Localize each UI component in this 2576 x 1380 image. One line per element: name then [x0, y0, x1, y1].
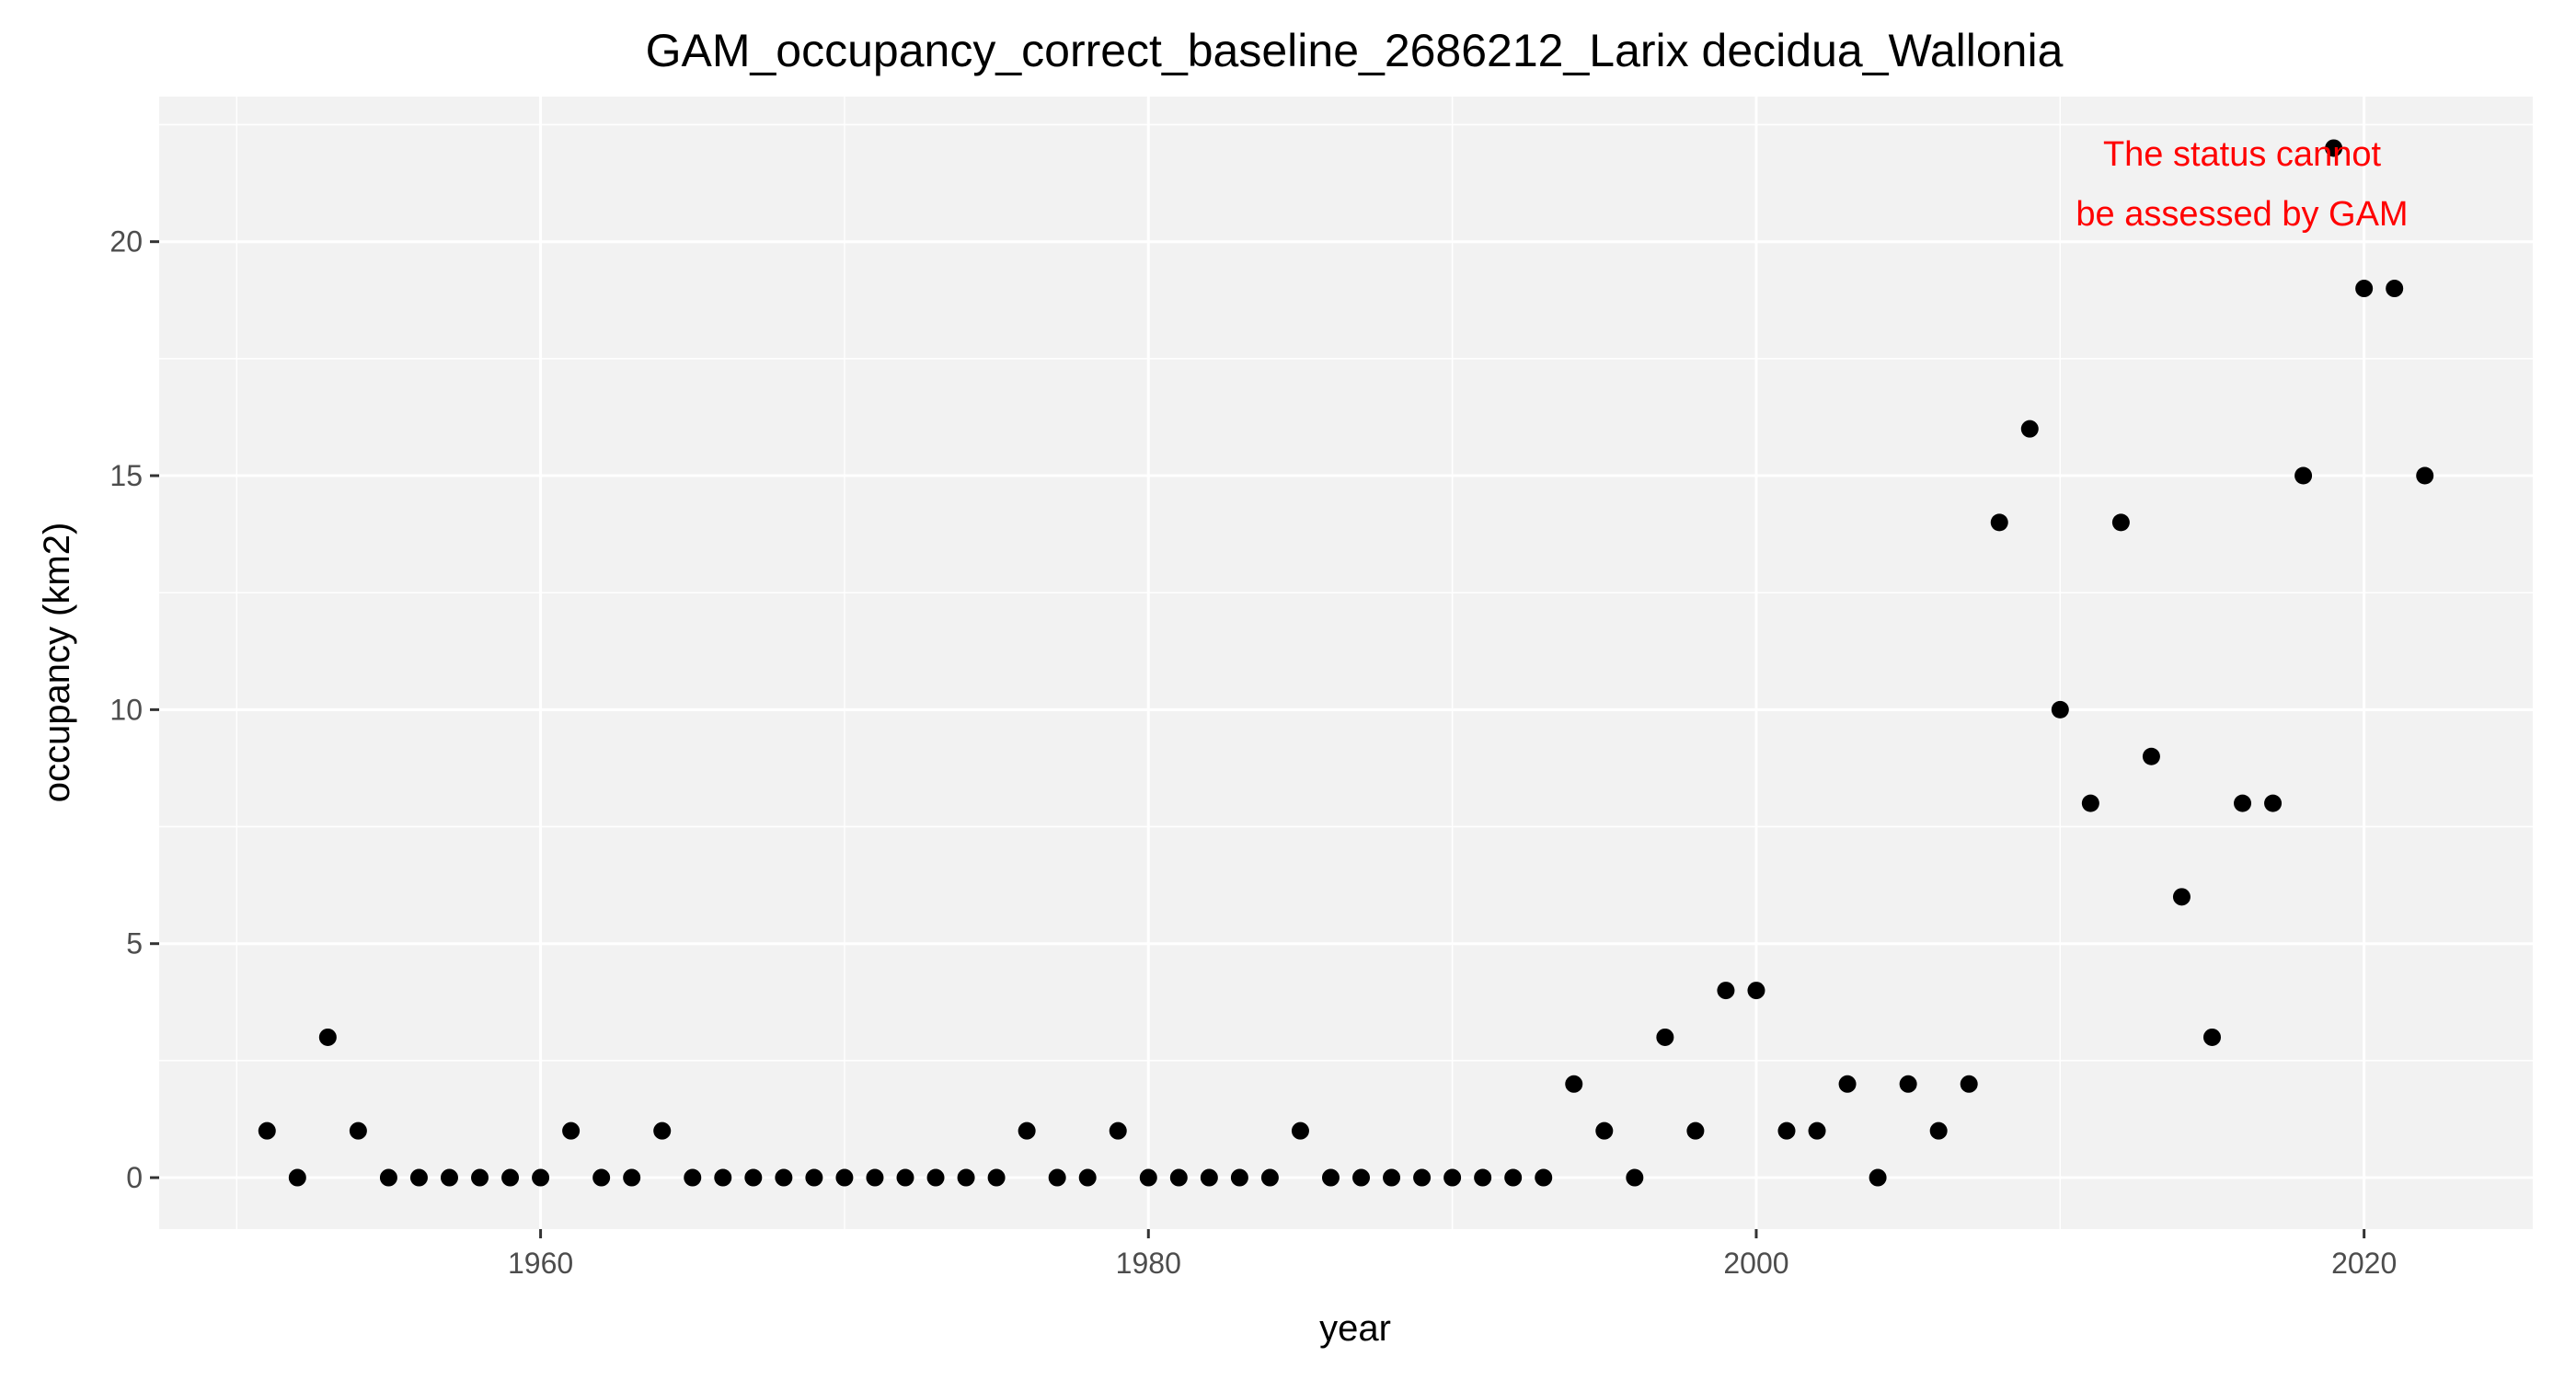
- data-point: [2386, 280, 2404, 298]
- data-point: [1686, 1121, 1705, 1140]
- data-point: [258, 1121, 276, 1140]
- data-point: [926, 1168, 945, 1187]
- data-point: [1230, 1168, 1248, 1187]
- data-point: [2234, 794, 2252, 812]
- y-tick-label: 0: [126, 1161, 143, 1194]
- grid-minor: [159, 97, 2533, 1229]
- data-point: [592, 1168, 611, 1187]
- data-point: [1048, 1168, 1066, 1187]
- data-point: [2355, 280, 2374, 298]
- data-point: [653, 1121, 672, 1140]
- data-point: [2142, 747, 2160, 765]
- data-point: [1717, 982, 1735, 1000]
- data-point: [1960, 1075, 1978, 1093]
- data-point: [1139, 1168, 1157, 1187]
- data-point: [1808, 1121, 1826, 1140]
- data-point: [1383, 1168, 1401, 1187]
- y-tick-label: 10: [109, 693, 143, 726]
- data-point: [532, 1168, 550, 1187]
- y-tick-label: 15: [109, 459, 143, 492]
- y-axis-title: occupancy (km2): [37, 523, 77, 803]
- data-point: [805, 1168, 823, 1187]
- plot-panel: [159, 97, 2533, 1229]
- data-point: [2111, 513, 2130, 532]
- data-point: [2325, 139, 2343, 157]
- x-tick-label: 2000: [1723, 1247, 1788, 1280]
- data-point: [775, 1168, 793, 1187]
- y-tick-label: 5: [126, 927, 143, 960]
- data-point: [562, 1121, 581, 1140]
- data-point: [349, 1121, 367, 1140]
- data-point: [2172, 888, 2191, 906]
- data-point: [1018, 1121, 1036, 1140]
- data-point: [2264, 794, 2283, 812]
- data-point: [1109, 1121, 1127, 1140]
- data-point: [835, 1168, 854, 1187]
- data-point: [1443, 1168, 1462, 1187]
- data-point: [2051, 700, 2069, 719]
- data-point: [1474, 1168, 1492, 1187]
- data-point: [2416, 466, 2434, 485]
- data-point: [2202, 1028, 2221, 1046]
- axis-ticks: [150, 240, 2366, 1238]
- data-point: [1838, 1075, 1857, 1093]
- x-tick-label: 2020: [2331, 1247, 2397, 1280]
- data-point: [1626, 1168, 1644, 1187]
- data-point: [1535, 1168, 1553, 1187]
- data-point: [684, 1168, 702, 1187]
- data-point: [1656, 1028, 1674, 1046]
- data-point: [714, 1168, 732, 1187]
- data-point: [1929, 1121, 1948, 1140]
- chart-title: GAM_occupancy_correct_baseline_2686212_L…: [646, 25, 2064, 76]
- data-point: [2081, 794, 2099, 812]
- data-point: [744, 1168, 763, 1187]
- data-point: [1777, 1121, 1796, 1140]
- data-point: [1291, 1121, 1309, 1140]
- data-point: [1990, 513, 2008, 532]
- x-tick-label: 1980: [1116, 1247, 1181, 1280]
- data-point: [866, 1168, 884, 1187]
- data-point: [2020, 420, 2039, 438]
- annotation-line: be assessed by GAM: [2076, 195, 2408, 234]
- data-point: [896, 1168, 914, 1187]
- data-point: [1352, 1168, 1371, 1187]
- data-point: [409, 1168, 428, 1187]
- data-point: [1869, 1168, 1887, 1187]
- y-tick-label: 20: [109, 225, 143, 259]
- data-point: [1078, 1168, 1097, 1187]
- data-point: [1169, 1168, 1188, 1187]
- data-point: [318, 1028, 337, 1046]
- data-point: [501, 1168, 520, 1187]
- data-point: [1260, 1168, 1279, 1187]
- data-point: [379, 1168, 397, 1187]
- data-point: [623, 1168, 641, 1187]
- grid-major: [159, 97, 2533, 1229]
- data-point: [957, 1168, 975, 1187]
- data-point: [1200, 1168, 1218, 1187]
- data-point: [1899, 1075, 1917, 1093]
- data-point: [1747, 982, 1765, 1000]
- data-point: [987, 1168, 1006, 1187]
- data-point: [2294, 466, 2313, 485]
- x-tick-label: 1960: [508, 1247, 573, 1280]
- status-annotation: The status cannot be assessed by GAM: [2076, 135, 2408, 234]
- data-point: [1413, 1168, 1432, 1187]
- data-points: [258, 139, 2434, 1187]
- x-axis-title: year: [1319, 1308, 1391, 1349]
- data-point: [440, 1168, 458, 1187]
- data-point: [1595, 1121, 1614, 1140]
- tick-labels: 1960 1980 2000 2020 0 5 10 15 20: [109, 225, 2397, 1280]
- data-point: [288, 1168, 306, 1187]
- data-point: [1504, 1168, 1523, 1187]
- data-point: [1565, 1075, 1583, 1093]
- data-point: [1321, 1168, 1340, 1187]
- data-point: [471, 1168, 489, 1187]
- annotation-line: The status cannot: [2103, 135, 2382, 174]
